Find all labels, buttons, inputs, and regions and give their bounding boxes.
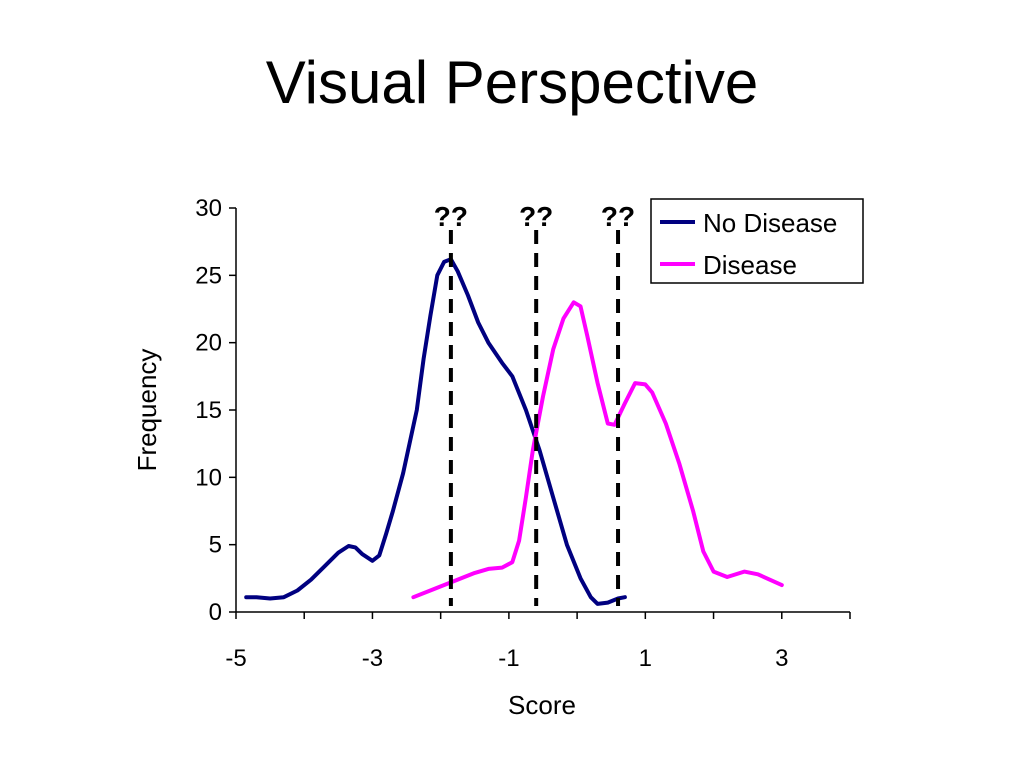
y-tick-label: 5 xyxy=(209,532,222,559)
legend-label-disease: Disease xyxy=(703,250,797,280)
y-tick-label: 0 xyxy=(209,599,222,626)
y-axis-label: Frequency xyxy=(132,349,162,472)
page-title: Visual Perspective xyxy=(265,49,759,116)
y-tick-label: 15 xyxy=(195,397,222,424)
x-tick-label: 1 xyxy=(639,645,652,672)
x-tick-label: -5 xyxy=(225,645,246,672)
axis-labels: Score Frequency xyxy=(132,349,576,720)
y-tick-label: 25 xyxy=(195,262,222,289)
x-tick-label: 3 xyxy=(775,645,788,672)
series-line-disease xyxy=(411,300,784,600)
chart-series xyxy=(244,257,784,606)
x-axis-label: Score xyxy=(508,690,576,720)
chart-legend: No Disease Disease xyxy=(650,198,864,284)
y-tick-label: 30 xyxy=(195,195,222,222)
y-tick-label: 10 xyxy=(195,464,222,491)
y-tick-label: 20 xyxy=(195,330,222,357)
threshold-label: ?? xyxy=(519,201,553,232)
legend-label-no-disease: No Disease xyxy=(703,208,837,238)
threshold-label: ?? xyxy=(434,201,468,232)
threshold-lines: ?????? xyxy=(434,201,635,606)
x-tick-label: -3 xyxy=(362,645,383,672)
series-line-no-disease xyxy=(244,257,627,606)
threshold-label: ?? xyxy=(601,201,635,232)
x-tick-label: -1 xyxy=(498,645,519,672)
legend-box xyxy=(650,198,864,284)
chart-axes: 0 5 10 15 20 25 30 -5 -3 -1 1 3 xyxy=(195,195,851,672)
